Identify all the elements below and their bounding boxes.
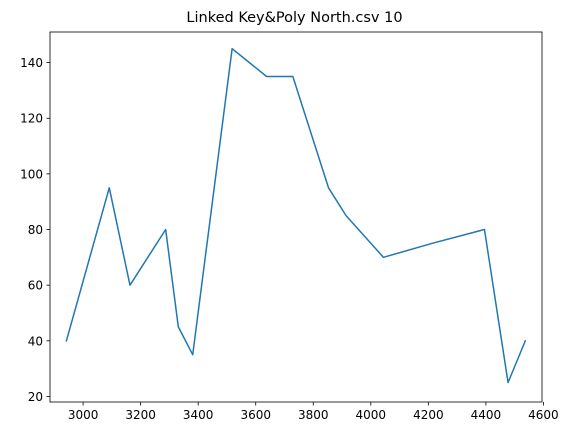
y-tick-label: 140 <box>20 56 43 70</box>
y-tick-label: 100 <box>20 167 43 181</box>
x-tick-label: 3200 <box>125 408 156 422</box>
y-tick-label: 20 <box>28 390 43 404</box>
x-tick-label: 4200 <box>413 408 444 422</box>
x-tick-label: 3400 <box>183 408 214 422</box>
x-tick-label: 4600 <box>528 408 559 422</box>
y-tick-label: 80 <box>28 223 43 237</box>
x-tick-label: 3800 <box>298 408 329 422</box>
axes-frame <box>49 31 543 403</box>
y-tick-label: 120 <box>20 112 43 126</box>
chart-title: Linked Key&Poly North.csv 10 <box>186 10 402 26</box>
y-tick-label: 60 <box>28 279 43 293</box>
series-line-1 <box>65 47 527 384</box>
x-tick-label: 3600 <box>240 408 271 422</box>
plot-area: 3000 3200 3400 3600 3800 4000 4200 4400 4600 20 40… <box>20 31 559 422</box>
y-tick-label: 40 <box>28 334 43 348</box>
x-tick-label: 4400 <box>471 408 502 422</box>
x-tick-label: 4000 <box>356 408 387 422</box>
x-tick-label: 3000 <box>68 408 99 422</box>
